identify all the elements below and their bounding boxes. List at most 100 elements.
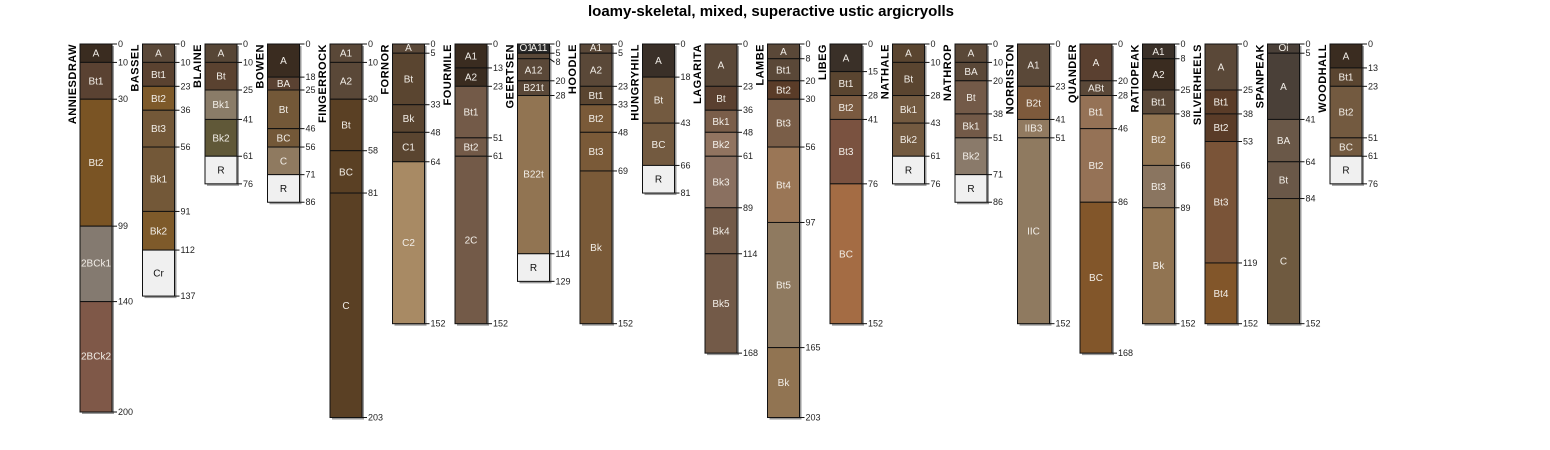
depth-label: 20: [993, 76, 1003, 86]
chart-title: loamy-skeletal, mixed, superactive ustic…: [588, 3, 954, 20]
depth-label: 0: [743, 39, 748, 49]
horizon-label: Cr: [153, 269, 164, 280]
horizon-label: A2: [465, 73, 478, 84]
horizon: [1267, 198, 1300, 325]
horizon-label: BA: [964, 67, 978, 78]
depth-label: 23: [493, 81, 503, 91]
profile-name: ANNIESDRAW: [67, 44, 79, 124]
depth-label: 66: [1181, 160, 1191, 170]
horizon-label: BC: [1089, 273, 1103, 284]
depth-label: 8: [806, 54, 811, 64]
soil-profile: LIBEG A 0 Bt1 15 Bt2 28 Bt3 41 BC 76 152: [817, 39, 883, 329]
depth-label: 51: [1368, 133, 1378, 143]
horizon: [892, 95, 925, 124]
profile-name: BOWEN: [255, 44, 267, 89]
horizon-label: Bt3: [588, 147, 603, 158]
depth-label: 0: [306, 39, 311, 49]
horizon: [1267, 161, 1300, 200]
horizon: [1079, 201, 1113, 354]
depth-label: 129: [556, 276, 571, 286]
depth-label: 0: [556, 39, 561, 49]
horizon-label: Bk1: [962, 121, 980, 132]
horizon-label: 2BCk1: [81, 259, 111, 270]
horizon: [1017, 85, 1050, 120]
depth-label: 203: [368, 413, 383, 423]
depth-label: 0: [931, 39, 936, 49]
horizon-label: Bk2: [900, 135, 918, 146]
horizon-label: BC: [1339, 143, 1353, 154]
horizon: [704, 155, 738, 209]
horizon: [829, 118, 863, 185]
depth-label: 8: [1181, 54, 1186, 64]
horizon-label: R: [530, 263, 537, 274]
soil-profile: SPANPEAK Oi 0 A 5 BA 41 Bt 64 C 84 152: [1255, 39, 1321, 329]
depth-label: 5: [556, 48, 561, 58]
depth-label: 66: [681, 160, 691, 170]
horizon-label: Bt3: [1151, 182, 1166, 193]
horizon-label: Bk: [590, 243, 603, 254]
depth-tick: [549, 58, 555, 63]
horizon: [1204, 43, 1238, 91]
horizon-label: C2: [402, 238, 415, 249]
horizon: [142, 210, 175, 251]
horizon-label: A: [780, 47, 787, 58]
horizon: [1142, 164, 1175, 209]
horizon-label: Bt: [404, 74, 414, 85]
horizon-label: A: [968, 49, 975, 60]
horizon: [267, 146, 300, 176]
depth-label: 76: [868, 179, 878, 189]
profile-name: GEERTSEN: [505, 44, 517, 109]
depth-label: 18: [681, 72, 691, 82]
horizon: [704, 253, 738, 354]
horizon-label: B21t: [523, 83, 544, 94]
depth-label: 51: [1056, 133, 1066, 143]
horizon-label: Bt5: [776, 281, 791, 292]
depth-label: 25: [1243, 85, 1253, 95]
depth-label: 20: [1118, 76, 1128, 86]
depth-label: 13: [493, 63, 503, 73]
horizon-label: A2: [590, 65, 603, 76]
depth-label: 0: [681, 39, 686, 49]
horizon: [1267, 118, 1300, 163]
horizon-label: Bt: [279, 105, 289, 116]
soil-profile: QUANDER A 0 ABt 20 Bt1 28 Bt2 46 BC 86 168: [1067, 39, 1133, 358]
horizon: [954, 174, 988, 203]
depth-label: 152: [1306, 319, 1321, 329]
horizon: [1079, 43, 1113, 82]
horizon: [1204, 113, 1238, 143]
depth-label: 58: [368, 146, 378, 156]
horizon-label: A2: [1152, 70, 1165, 81]
soil-profile: NATHROP A 0 BA 10 Bt 20 Bk1 38 Bk2 51 R 71 86: [942, 39, 1003, 207]
soil-profile: FINGERROCK A1 0 A2 10 Bt 30 BC 58 C 81 203: [317, 39, 383, 423]
depth-label: 56: [806, 142, 816, 152]
horizon-label: R: [1342, 166, 1349, 177]
horizon-label: IIB3: [1025, 123, 1043, 134]
depth-label: 0: [618, 39, 623, 49]
depth-label: 8: [556, 57, 561, 67]
horizon-label: A: [218, 49, 225, 60]
horizon-label: Bk1: [712, 117, 730, 128]
depth-label: 0: [868, 39, 873, 49]
depth-label: 56: [306, 142, 316, 152]
depth-label: 152: [1181, 319, 1196, 329]
depth-label: 28: [1118, 91, 1128, 101]
horizon-label: R: [905, 166, 912, 177]
horizon: [392, 161, 425, 325]
horizon-label: Bt2: [776, 86, 791, 97]
horizon-label: Bt2: [1338, 108, 1353, 119]
depth-label: 203: [806, 413, 821, 423]
horizon-label: Bt2: [1213, 123, 1228, 134]
horizon-label: Bk1: [150, 175, 168, 186]
horizon: [892, 61, 925, 97]
depth-label: 114: [743, 249, 757, 259]
soil-profile: NORRISTON A1 0 B2t 23 IIB3 41 IIC 51 152: [1005, 39, 1071, 329]
profile-name: WOODHALL: [1317, 44, 1329, 113]
horizon-label: Bk2: [150, 226, 168, 237]
depth-label: 15: [868, 67, 878, 77]
horizon-label: Bk5: [712, 299, 730, 310]
depth-label: 81: [681, 188, 691, 198]
profiles-group: ANNIESDRAW A0Bt110Bt2302BCk1992BCk2140200…: [67, 39, 1378, 423]
horizon-label: Oi: [1279, 43, 1289, 54]
horizon-label: Bt: [716, 94, 726, 105]
